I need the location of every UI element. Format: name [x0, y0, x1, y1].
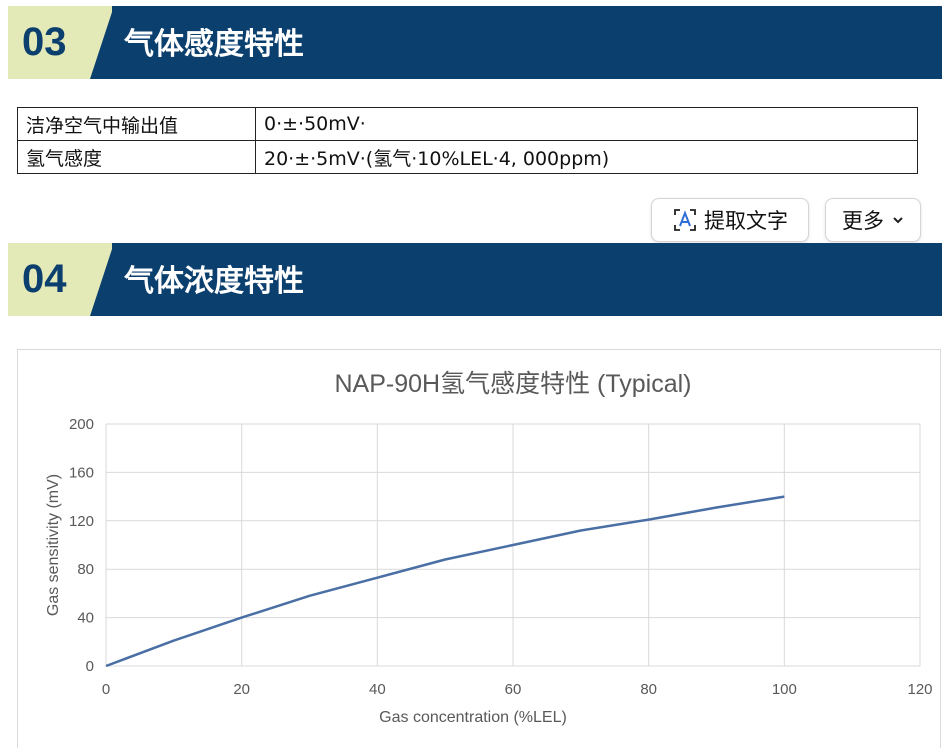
extract-text-label: 提取文字: [704, 209, 788, 233]
y-axis-label: Gas sensitivity (mV): [45, 474, 62, 616]
text-recognition-icon: [672, 207, 698, 233]
table-row: 洁净空气中输出值 0·±·50mV·: [17, 107, 918, 141]
x-tick-label: 20: [233, 681, 250, 698]
table-cell-label: 氢气感度: [17, 140, 256, 174]
more-label: 更多: [842, 209, 884, 233]
x-tick-label: 60: [505, 681, 522, 698]
x-tick-label: 80: [640, 681, 657, 698]
x-tick-label: 120: [907, 681, 932, 698]
more-button[interactable]: 更多: [825, 198, 921, 242]
table-cell-label: 洁净空气中输出值: [17, 107, 256, 141]
extract-text-button[interactable]: 提取文字: [651, 198, 809, 242]
x-tick-label: 40: [369, 681, 386, 698]
section-header-04: 04 气体浓度特性: [8, 243, 942, 316]
series-line: [105, 495, 785, 668]
y-tick-label: 40: [77, 610, 94, 627]
x-tick-label: 0: [102, 681, 110, 698]
chevron-down-icon: [892, 215, 904, 225]
chart-title: NAP-90H氢气感度特性 (Typical): [335, 370, 692, 398]
y-tick-label: 0: [86, 658, 94, 675]
y-tick-label: 120: [69, 513, 94, 530]
section-title: 气体浓度特性: [124, 264, 304, 299]
section-header-03: 03 气体感度特性: [8, 6, 942, 79]
header-band: [112, 6, 942, 79]
y-tick-label: 80: [77, 561, 94, 578]
table-row: 氢气感度 20·±·5mV·(氢气·10%LEL·4, 000ppm): [17, 140, 918, 174]
line-chart: NAP-90H氢气感度特性 (Typical) 0 40 80 120 160 200 0 20…: [45, 370, 933, 726]
header-slant: [90, 6, 114, 79]
header-slant: [90, 243, 114, 316]
section-title: 气体感度特性: [124, 27, 304, 62]
table-cell-value: 0·±·50mV·: [255, 107, 918, 141]
header-band: [112, 243, 942, 316]
y-tick-label: 160: [69, 464, 94, 481]
x-tick-label: 100: [772, 681, 797, 698]
chart-panel: NAP-90H氢气感度特性 (Typical) 0 40 80 120 160 200 0 20…: [17, 349, 941, 748]
x-axis-label: Gas concentration (%LEL): [379, 709, 567, 726]
y-tick-label: 200: [69, 416, 94, 433]
table-cell-value: 20·±·5mV·(氢气·10%LEL·4, 000ppm): [255, 140, 918, 174]
spec-table: 洁净空气中输出值 0·±·50mV· 氢气感度 20·±·5mV·(氢气·10%…: [17, 107, 918, 174]
section-number: 03: [22, 20, 67, 64]
section-number: 04: [22, 257, 67, 301]
